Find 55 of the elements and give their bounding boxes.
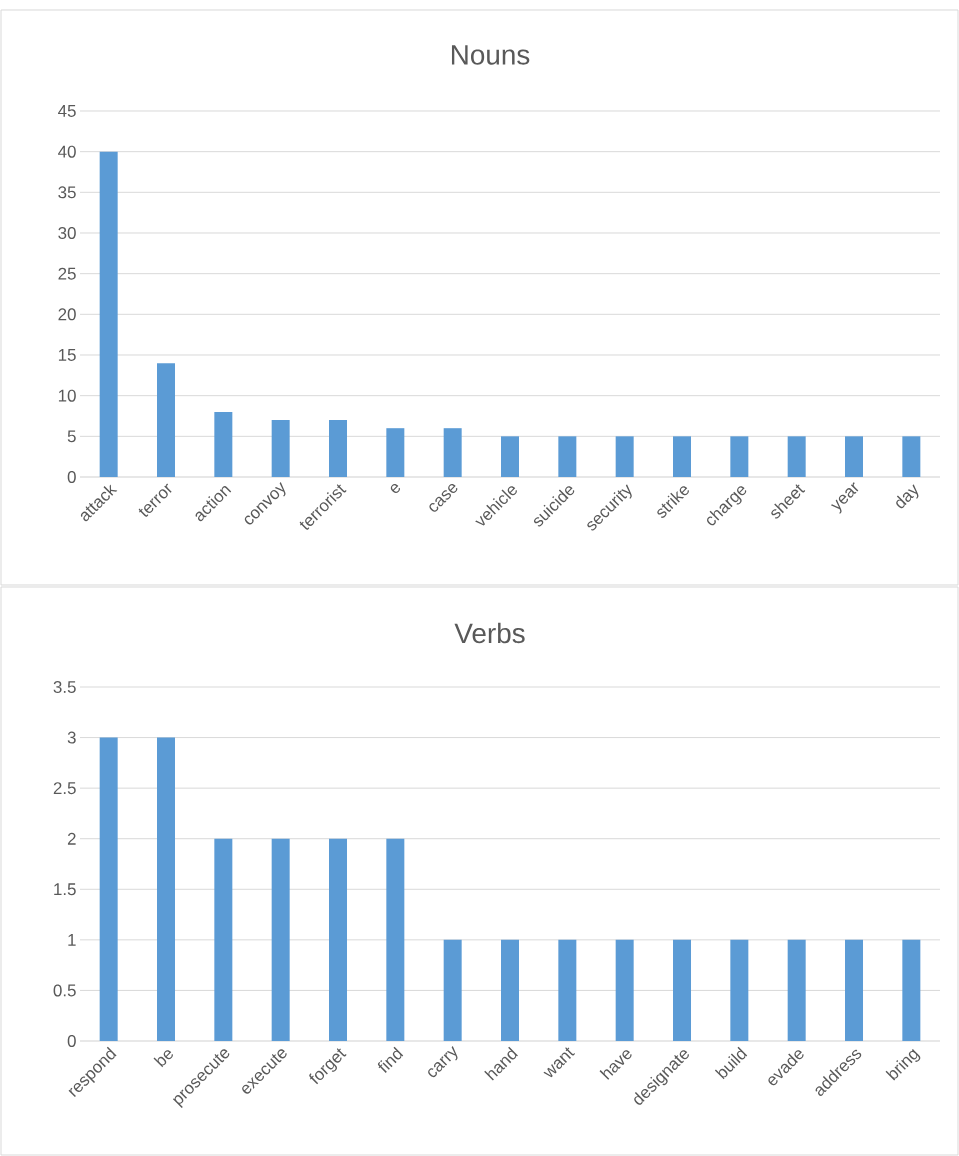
bar [787, 939, 806, 1041]
bar [558, 436, 577, 477]
bar [845, 939, 864, 1041]
bar [271, 838, 290, 1041]
x-tick-label: e [390, 484, 400, 494]
bar [902, 436, 921, 477]
y-tick-label: 2 [67, 832, 76, 845]
y-tick-label: 0.5 [53, 984, 76, 997]
y-tick-label: 15 [58, 349, 76, 361]
bar [615, 436, 634, 477]
bar [99, 151, 118, 477]
bar [730, 939, 749, 1041]
bar [845, 436, 864, 477]
chart-title: Verbs [454, 622, 525, 644]
y-tick-label: 10 [58, 389, 76, 402]
bar [214, 838, 233, 1041]
y-tick-label: 1 [68, 934, 76, 946]
x-tick-label: day [896, 484, 919, 509]
y-tick-label: 45 [58, 105, 76, 117]
bar [99, 737, 118, 1041]
y-tick-label: 3 [67, 731, 76, 744]
y-tick-label: 0 [67, 470, 76, 483]
bar [787, 436, 806, 477]
bar [214, 411, 233, 477]
y-tick-label: 30 [58, 226, 76, 239]
bar [157, 737, 175, 1041]
y-tick-label: 25 [58, 267, 76, 280]
y-tick-label: 3.5 [53, 681, 76, 693]
x-tick-label: be [153, 1050, 173, 1068]
bar [501, 436, 519, 477]
bar [730, 436, 749, 477]
bar [501, 939, 519, 1041]
bar [673, 436, 692, 477]
x-tick-label: find [377, 1046, 404, 1073]
bar [615, 939, 634, 1041]
y-tick-label: 20 [58, 308, 76, 321]
bar [443, 428, 462, 477]
y-tick-label: 1.5 [54, 883, 76, 896]
y-tick-label: 35 [58, 186, 76, 199]
bar [386, 428, 405, 477]
y-tick-label: 40 [58, 145, 76, 158]
x-tick-label: case [429, 484, 458, 512]
bar [902, 939, 921, 1041]
y-tick-label: 2.5 [53, 782, 76, 795]
bar [673, 939, 692, 1041]
bar [329, 838, 347, 1041]
chart-title: Nouns [451, 45, 530, 65]
bar [386, 838, 405, 1041]
bar [157, 363, 175, 477]
y-tick-label: 5 [67, 430, 76, 443]
bar [443, 939, 462, 1041]
bar [329, 420, 347, 477]
y-tick-label: 0 [67, 1035, 76, 1047]
bar [558, 939, 577, 1041]
bar [271, 420, 290, 477]
